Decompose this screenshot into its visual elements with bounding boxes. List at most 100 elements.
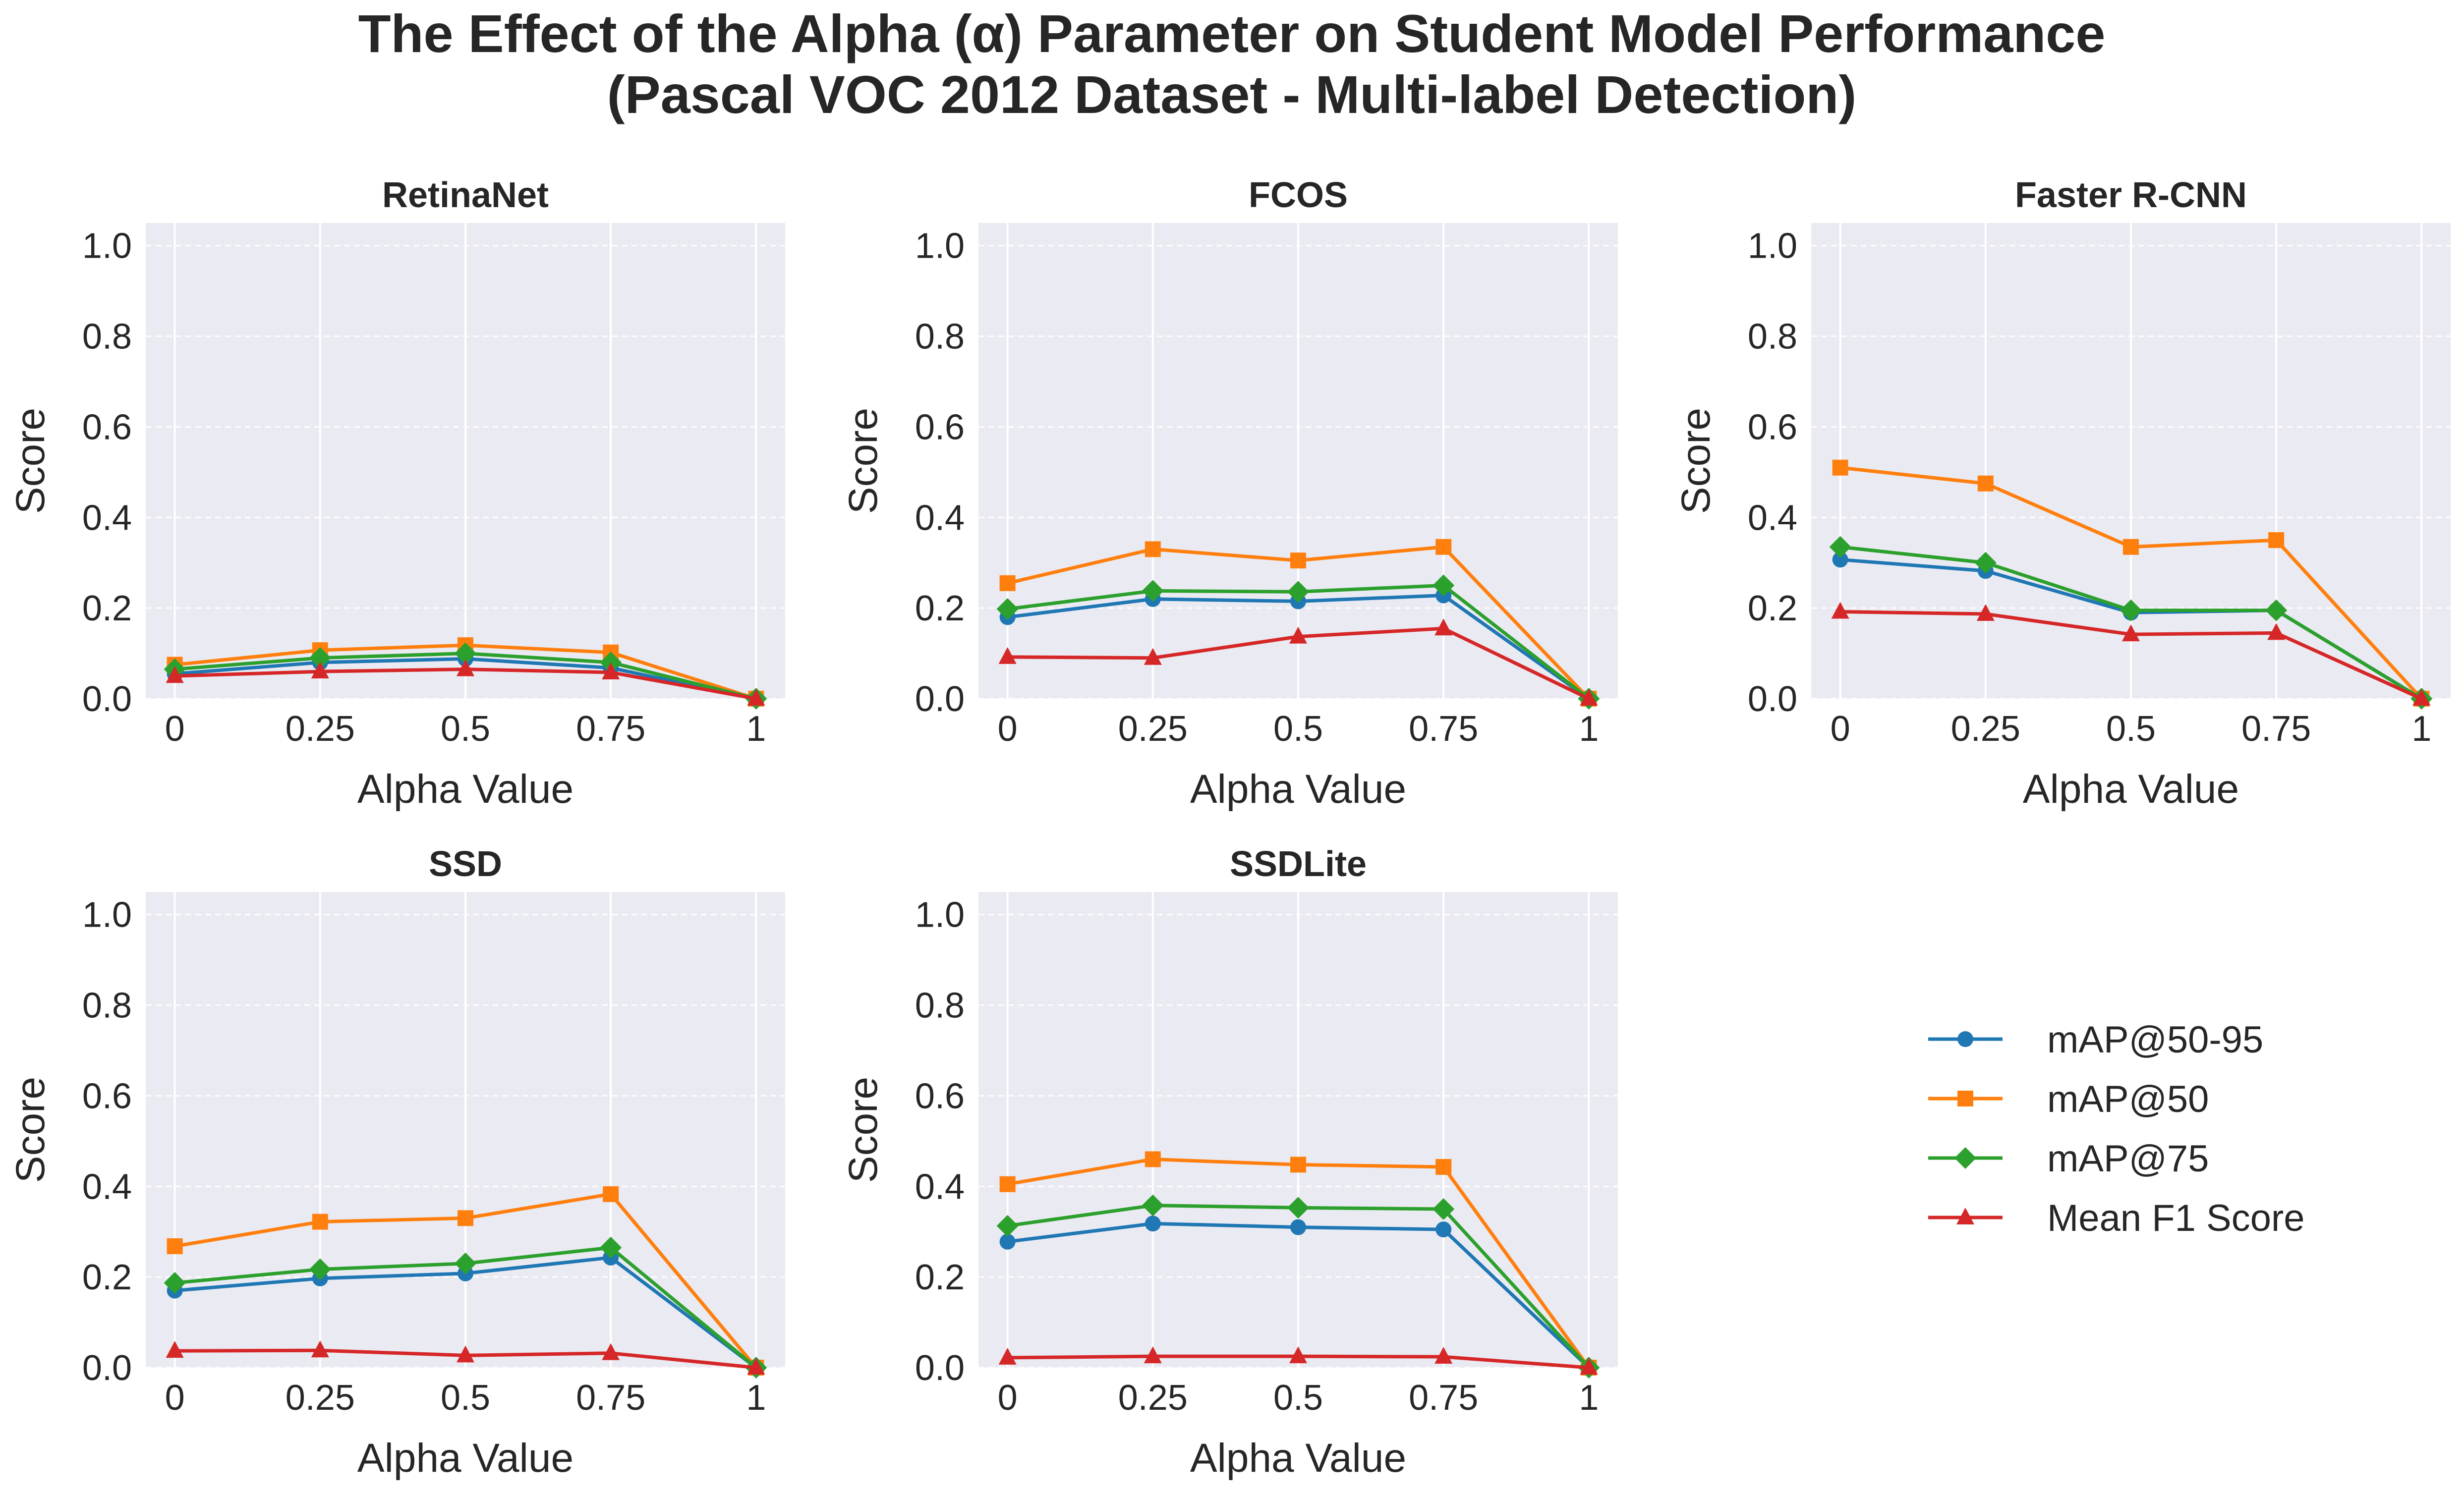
series-mean-f1-score	[1831, 602, 2431, 706]
data-point	[1142, 1194, 1164, 1217]
x-tick-label: 0.25	[1951, 709, 2020, 749]
data-point	[312, 1214, 328, 1230]
data-point	[2120, 599, 2142, 621]
y-axis-label: Score	[8, 408, 53, 514]
panel-ssdlite: 0.0 0.2 0.4 0.6 0.8 1.0 0 0.25 0.5 0.75 1 SSDLite Al…	[841, 844, 1618, 1481]
data-point	[996, 1215, 1019, 1237]
legend-label: mAP@50	[2047, 1078, 2209, 1120]
panel-title: RetinaNet	[382, 175, 549, 215]
data-point	[1289, 626, 1307, 644]
data-point	[998, 647, 1017, 664]
y-tick-label: 0.0	[1748, 679, 1797, 719]
x-axis-label: Alpha Value	[2023, 767, 2239, 812]
data-point	[2268, 532, 2285, 548]
data-point	[455, 1252, 476, 1274]
x-tick-label: 0.25	[286, 1378, 355, 1418]
y-tick-label: 0.8	[82, 317, 132, 357]
data-point	[455, 642, 476, 664]
x-tick-label: 0.75	[1409, 709, 1478, 749]
y-tick-label: 0.2	[915, 1258, 965, 1297]
data-point	[2265, 599, 2288, 621]
data-point	[311, 1340, 329, 1358]
data-point	[747, 689, 765, 706]
data-point	[1435, 1159, 1452, 1175]
x-tick-label: 1	[746, 709, 766, 749]
panel-title: Faster R-CNN	[2015, 175, 2247, 215]
data-point	[1433, 574, 1455, 597]
legend-item-map-50-95: mAP@50-95	[1928, 1019, 2263, 1061]
y-tick-label: 0.6	[82, 1076, 132, 1116]
y-tick-label: 0.2	[915, 589, 965, 628]
x-tick-label: 1	[1579, 1378, 1599, 1418]
y-tick-label: 0.8	[1748, 317, 1797, 357]
series-mean-f1-score	[166, 1340, 765, 1375]
x-tick-label: 0	[1831, 709, 1850, 749]
data-point	[2412, 689, 2431, 706]
panel-fcos: 0.0 0.2 0.4 0.6 0.8 1.0 0 0.25 0.5 0.75 1 FCOS Alpha…	[841, 175, 1618, 812]
x-tick-label: 0.75	[1409, 1378, 1478, 1418]
y-tick-label: 0.2	[1748, 589, 1797, 628]
x-tick-label: 1	[2411, 709, 2431, 749]
data-point	[602, 662, 620, 679]
x-tick-label: 1	[1579, 709, 1599, 749]
panel-title: SSD	[429, 844, 502, 884]
x-tick-label: 0.75	[576, 1378, 645, 1418]
y-axis-label: Score	[841, 408, 886, 514]
x-tick-label: 0.5	[441, 1378, 490, 1418]
data-point	[1145, 541, 1161, 557]
x-tick-label: 0.75	[576, 709, 645, 749]
data-point	[167, 1238, 183, 1254]
panel-title: FCOS	[1249, 175, 1348, 215]
legend: mAP@50-95 mAP@50 mAP@75 Mean F1 Score	[1928, 1019, 2305, 1239]
y-tick-label: 1.0	[915, 895, 965, 935]
figure-title-line-2: (Pascal VOC 2012 Dataset - Multi-label D…	[607, 64, 1857, 124]
data-point	[603, 1186, 619, 1202]
y-tick-label: 1.0	[1748, 226, 1797, 266]
data-point	[458, 1210, 473, 1226]
data-point	[1145, 1151, 1161, 1167]
legend-label: mAP@50-95	[2047, 1019, 2263, 1061]
x-axis-label: Alpha Value	[1190, 767, 1406, 812]
data-point	[309, 647, 331, 669]
legend-marker	[1957, 1031, 1973, 1047]
data-point	[1287, 581, 1309, 603]
y-tick-label: 0.8	[915, 317, 965, 357]
x-tick-label: 0	[998, 1378, 1018, 1418]
x-axis-label: Alpha Value	[1190, 1436, 1406, 1481]
data-point	[309, 1258, 331, 1280]
x-tick-label: 0	[165, 709, 185, 749]
panel-faster-r-cnn: 0.0 0.2 0.4 0.6 0.8 1.0 0 0.25 0.5 0.75 1 Faster R-…	[1673, 175, 2451, 812]
y-tick-label: 0.2	[82, 589, 132, 628]
data-point	[1433, 1198, 1455, 1220]
y-tick-label: 0.4	[82, 1167, 132, 1207]
y-axis-label: Score	[8, 1077, 53, 1183]
panel-retinanet: 0.0 0.2 0.4 0.6 0.8 1.0 0 0.25 0.5 0.75 1 RetinaNet…	[8, 175, 785, 812]
y-axis-label: Score	[1673, 408, 1719, 514]
data-point	[1829, 536, 1851, 558]
data-point	[166, 666, 184, 683]
data-point	[999, 1233, 1016, 1250]
panel-title: SSDLite	[1230, 844, 1367, 884]
x-tick-label: 1	[746, 1378, 766, 1418]
y-tick-label: 0.6	[82, 407, 132, 447]
legend-label: Mean F1 Score	[2047, 1197, 2305, 1239]
data-point	[1832, 459, 1848, 476]
legend-marker	[1956, 1208, 1974, 1224]
data-point	[998, 1347, 1017, 1365]
data-point	[747, 1358, 765, 1375]
y-tick-label: 0.6	[1748, 407, 1797, 447]
data-point	[1144, 1346, 1162, 1364]
y-tick-label: 0.0	[915, 679, 965, 719]
y-tick-label: 0.6	[915, 407, 965, 447]
data-point	[1435, 539, 1452, 555]
data-point	[1434, 1347, 1453, 1364]
subplot-grid: 0.0 0.2 0.4 0.6 0.8 1.0 0 0.25 0.5 0.75 1 RetinaNet…	[8, 175, 2451, 1481]
data-point	[1435, 1221, 1452, 1238]
data-point	[600, 1236, 622, 1259]
data-point	[1145, 1216, 1161, 1232]
legend-item-mean-f1-score: Mean F1 Score	[1928, 1197, 2305, 1239]
x-tick-label: 0.25	[1118, 1378, 1188, 1418]
data-point	[1974, 552, 1997, 574]
y-tick-label: 0.2	[82, 1258, 132, 1297]
